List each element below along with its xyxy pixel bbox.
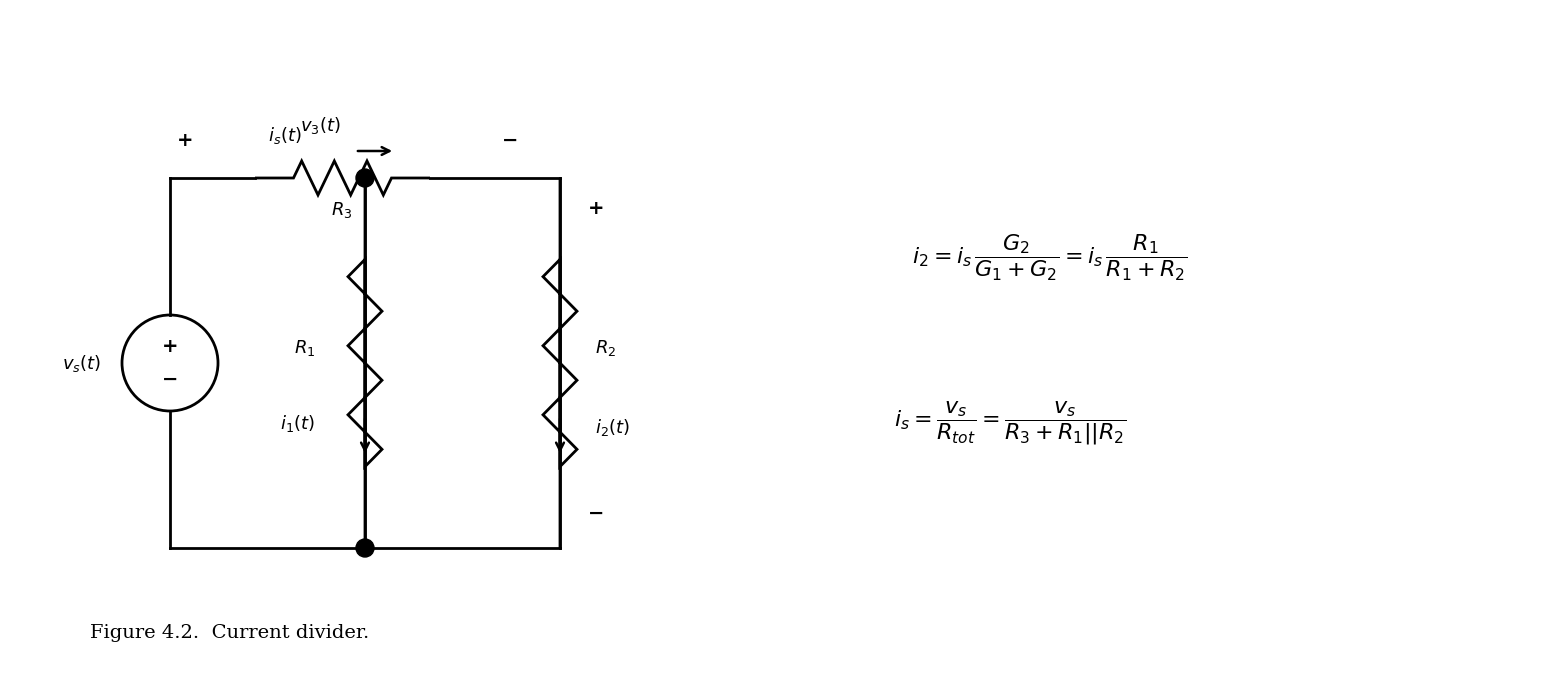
Text: $R_2$: $R_2$ — [595, 338, 617, 358]
Text: $R_1$: $R_1$ — [294, 338, 315, 358]
Text: +: + — [162, 338, 179, 357]
Text: +: + — [177, 130, 193, 150]
Text: $i_1(t)$: $i_1(t)$ — [280, 412, 315, 433]
Circle shape — [356, 539, 375, 557]
Text: Figure 4.2.  Current divider.: Figure 4.2. Current divider. — [90, 624, 370, 642]
Text: $i_s = \dfrac{v_s}{R_{tot}} = \dfrac{v_s}{R_3 + R_1||R_2}$: $i_s = \dfrac{v_s}{R_{tot}} = \dfrac{v_s… — [894, 399, 1127, 447]
Text: $i_2 = i_s\,\dfrac{G_2}{G_1 + G_2} = i_s\,\dfrac{R_1}{R_1 + R_2}$: $i_2 = i_s\,\dfrac{G_2}{G_1 + G_2} = i_s… — [912, 233, 1187, 283]
Text: −: − — [162, 370, 179, 388]
Circle shape — [356, 169, 375, 187]
Text: $R_3$: $R_3$ — [331, 200, 353, 220]
Text: −: − — [587, 504, 605, 523]
Text: −: − — [502, 130, 517, 150]
Text: $v_3(t)$: $v_3(t)$ — [300, 115, 340, 136]
Text: $i_s(t)$: $i_s(t)$ — [269, 125, 301, 146]
Text: $i_2(t)$: $i_2(t)$ — [595, 418, 629, 439]
Text: +: + — [587, 199, 605, 218]
Text: $v_s(t)$: $v_s(t)$ — [62, 353, 101, 374]
